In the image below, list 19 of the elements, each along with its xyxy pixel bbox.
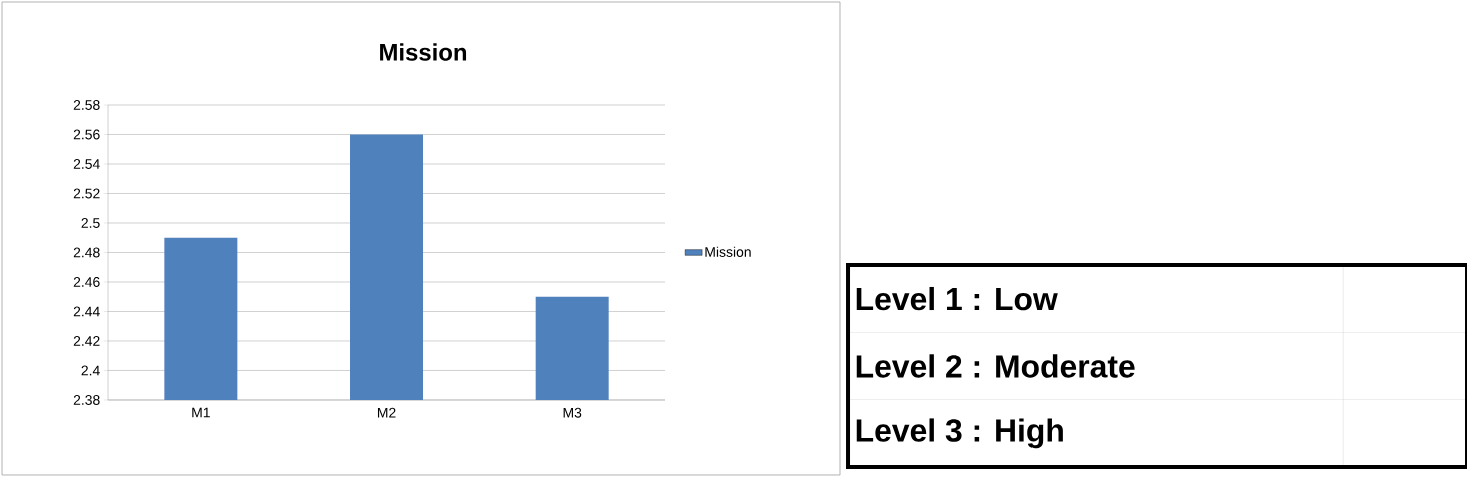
text: Level 3 : High [856,418,1063,449]
text: Level 2 : Moderate [856,354,1135,378]
legend-label: Mission [705,246,751,257]
y-tick-label: 2.56 [73,129,100,140]
y-tick-label: 2.44 [73,306,100,317]
x-tick-label: M2 [377,407,396,418]
y-tick-label: 2.46 [73,277,100,287]
y-tick-label: 2.42 [73,336,100,346]
y-tick-label: 2.4 [81,365,100,376]
y-tick-label: 2.58 [73,100,100,110]
x-tick-label: M1 [192,407,210,418]
x-tick-label: M3 [563,407,582,418]
y-tick-label: 2.38 [73,395,100,405]
y-tick-label: 2.48 [73,247,100,258]
y-tick-label: 2.54 [73,159,100,169]
y-tick-label: 2.52 [73,188,100,199]
text: Level 1 : Low [856,286,1058,311]
chart-title: Mission [380,43,467,61]
y-tick-label: 2.5 [81,218,100,228]
